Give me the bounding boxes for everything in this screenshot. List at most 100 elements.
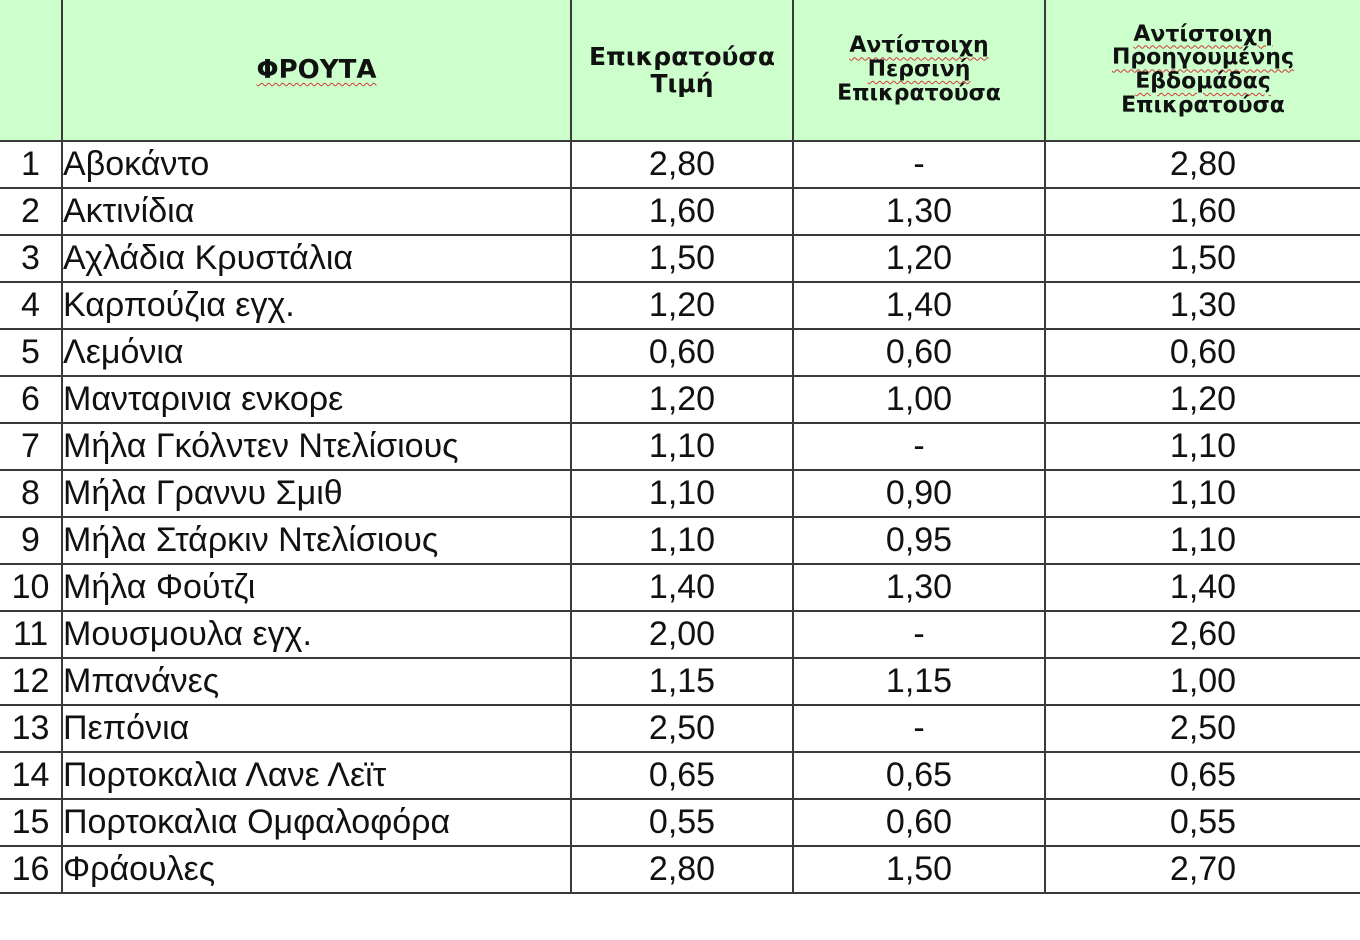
last-week-price-cell[interactable]: 0,60 [1044, 328, 1360, 377]
row-number-cell[interactable]: 10 [0, 563, 63, 612]
last-week-price-cell[interactable]: 1,00 [1044, 657, 1360, 706]
current-price-cell[interactable]: 2,80 [570, 845, 794, 894]
table-row: 12 Μπανάνες 1,15 1,15 1,00 [0, 657, 1360, 706]
last-year-price-cell[interactable]: 0,95 [792, 516, 1046, 565]
row-number-cell[interactable]: 6 [0, 375, 63, 424]
header-last-year-line2: Περσινή [867, 57, 971, 83]
fruit-name-cell[interactable]: Μπανάνες [61, 657, 572, 706]
last-week-price-cell[interactable]: 2,60 [1044, 610, 1360, 659]
last-year-price-cell[interactable]: - [792, 140, 1046, 189]
row-number-cell[interactable]: 15 [0, 798, 63, 847]
row-number-cell[interactable]: 16 [0, 845, 63, 894]
current-price-cell[interactable]: 1,15 [570, 657, 794, 706]
current-price-cell[interactable]: 2,00 [570, 610, 794, 659]
last-week-price-cell[interactable]: 2,80 [1044, 140, 1360, 189]
row-number-cell[interactable]: 14 [0, 751, 63, 800]
row-number-cell[interactable]: 8 [0, 469, 63, 518]
fruit-name-cell[interactable]: Μήλα Φούτζι [61, 563, 572, 612]
last-year-price-cell[interactable]: 1,00 [792, 375, 1046, 424]
current-price-cell[interactable]: 0,55 [570, 798, 794, 847]
header-fruit-label: ΦΡΟΥΤΑ [256, 54, 377, 85]
row-number-cell[interactable]: 11 [0, 610, 63, 659]
current-price-cell[interactable]: 1,10 [570, 422, 794, 471]
header-number-cell[interactable] [0, 0, 63, 142]
last-year-price-cell[interactable]: 0,65 [792, 751, 1046, 800]
table-row: 6 Μανταρινια ενκορε 1,20 1,00 1,20 [0, 375, 1360, 424]
last-week-price-cell[interactable]: 2,50 [1044, 704, 1360, 753]
header-last-week-line4: Επικρατούσα [1121, 92, 1285, 118]
last-year-price-cell[interactable]: 1,15 [792, 657, 1046, 706]
table-row: 2 Ακτινίδια 1,60 1,30 1,60 [0, 187, 1360, 236]
table-row: 16 Φράουλες 2,80 1,50 2,70 [0, 845, 1360, 894]
fruit-name-cell[interactable]: Μήλα Γραννυ Σμιθ [61, 469, 572, 518]
current-price-cell[interactable]: 1,60 [570, 187, 794, 236]
header-row: ΦΡΟΥΤΑ Επικρατούσα Τιμή Αντίστοιχη Περσι… [0, 0, 1360, 142]
table-row: 9 Μήλα Στάρκιν Ντελίσιους 1,10 0,95 1,10 [0, 516, 1360, 565]
header-last-week-cell[interactable]: Αντίστοιχη Προηγουμένης Εβδομάδας Επικρα… [1044, 0, 1360, 142]
last-year-price-cell[interactable]: - [792, 422, 1046, 471]
row-number-cell[interactable]: 3 [0, 234, 63, 283]
fruit-name-cell[interactable]: Μήλα Γκόλντεν Ντελίσιους [61, 422, 572, 471]
last-year-price-cell[interactable]: 0,60 [792, 328, 1046, 377]
fruit-name-cell[interactable]: Αχλάδια Κρυστάλια [61, 234, 572, 283]
last-week-price-cell[interactable]: 1,50 [1044, 234, 1360, 283]
header-fruit-cell[interactable]: ΦΡΟΥΤΑ [61, 0, 572, 142]
current-price-cell[interactable]: 1,20 [570, 281, 794, 330]
row-number-cell[interactable]: 4 [0, 281, 63, 330]
current-price-cell[interactable]: 1,10 [570, 516, 794, 565]
last-week-price-cell[interactable]: 2,70 [1044, 845, 1360, 894]
header-current-price-line1: Επικρατούσα [588, 42, 776, 71]
last-week-price-cell[interactable]: 1,60 [1044, 187, 1360, 236]
fruit-name-cell[interactable]: Ακτινίδια [61, 187, 572, 236]
last-week-price-cell[interactable]: 1,20 [1044, 375, 1360, 424]
last-year-price-cell[interactable]: 1,30 [792, 187, 1046, 236]
last-year-price-cell[interactable]: - [792, 610, 1046, 659]
table-row: 10 Μήλα Φούτζι 1,40 1,30 1,40 [0, 563, 1360, 612]
fruit-name-cell[interactable]: Μήλα Στάρκιν Ντελίσιους [61, 516, 572, 565]
fruit-name-cell[interactable]: Καρπούζια εγχ. [61, 281, 572, 330]
header-current-price-line2: Τιμή [650, 69, 714, 98]
fruit-name-cell[interactable]: Πορτοκαλια Ομφαλοφόρα [61, 798, 572, 847]
row-number-cell[interactable]: 5 [0, 328, 63, 377]
fruit-name-cell[interactable]: Φράουλες [61, 845, 572, 894]
last-week-price-cell[interactable]: 1,10 [1044, 516, 1360, 565]
table-row: 7 Μήλα Γκόλντεν Ντελίσιους 1,10-1,10 [0, 422, 1360, 471]
fruit-name-cell[interactable]: Πεπόνια [61, 704, 572, 753]
last-week-price-cell[interactable]: 1,30 [1044, 281, 1360, 330]
fruit-name-cell[interactable]: Λεμόνια [61, 328, 572, 377]
row-number-cell[interactable]: 13 [0, 704, 63, 753]
last-year-price-cell[interactable]: 1,50 [792, 845, 1046, 894]
last-year-price-cell[interactable]: 0,90 [792, 469, 1046, 518]
fruit-name-cell[interactable]: Αβοκάντο [61, 140, 572, 189]
last-year-price-cell[interactable]: 1,20 [792, 234, 1046, 283]
header-last-year-cell[interactable]: Αντίστοιχη Περσινή Επικρατούσα [792, 0, 1046, 142]
current-price-cell[interactable]: 1,50 [570, 234, 794, 283]
row-number-cell[interactable]: 12 [0, 657, 63, 706]
last-week-price-cell[interactable]: 1,10 [1044, 422, 1360, 471]
header-last-year-line1: Αντίστοιχη [849, 33, 989, 59]
header-current-price-cell[interactable]: Επικρατούσα Τιμή [570, 0, 794, 142]
row-number-cell[interactable]: 7 [0, 422, 63, 471]
header-last-week-line1: Αντίστοιχη [1133, 21, 1273, 47]
fruit-name-cell[interactable]: Μουσμουλα εγχ. [61, 610, 572, 659]
last-year-price-cell[interactable]: 1,40 [792, 281, 1046, 330]
row-number-cell[interactable]: 9 [0, 516, 63, 565]
last-year-price-cell[interactable]: 1,30 [792, 563, 1046, 612]
current-price-cell[interactable]: 2,50 [570, 704, 794, 753]
last-week-price-cell[interactable]: 1,40 [1044, 563, 1360, 612]
row-number-cell[interactable]: 2 [0, 187, 63, 236]
current-price-cell[interactable]: 1,40 [570, 563, 794, 612]
current-price-cell[interactable]: 1,20 [570, 375, 794, 424]
current-price-cell[interactable]: 0,65 [570, 751, 794, 800]
last-week-price-cell[interactable]: 0,55 [1044, 798, 1360, 847]
current-price-cell[interactable]: 2,80 [570, 140, 794, 189]
current-price-cell[interactable]: 0,60 [570, 328, 794, 377]
last-week-price-cell[interactable]: 1,10 [1044, 469, 1360, 518]
current-price-cell[interactable]: 1,10 [570, 469, 794, 518]
last-year-price-cell[interactable]: - [792, 704, 1046, 753]
fruit-name-cell[interactable]: Πορτοκαλια Λανε Λεϊτ [61, 751, 572, 800]
fruit-name-cell[interactable]: Μανταρινια ενκορε [61, 375, 572, 424]
row-number-cell[interactable]: 1 [0, 140, 63, 189]
last-week-price-cell[interactable]: 0,65 [1044, 751, 1360, 800]
last-year-price-cell[interactable]: 0,60 [792, 798, 1046, 847]
